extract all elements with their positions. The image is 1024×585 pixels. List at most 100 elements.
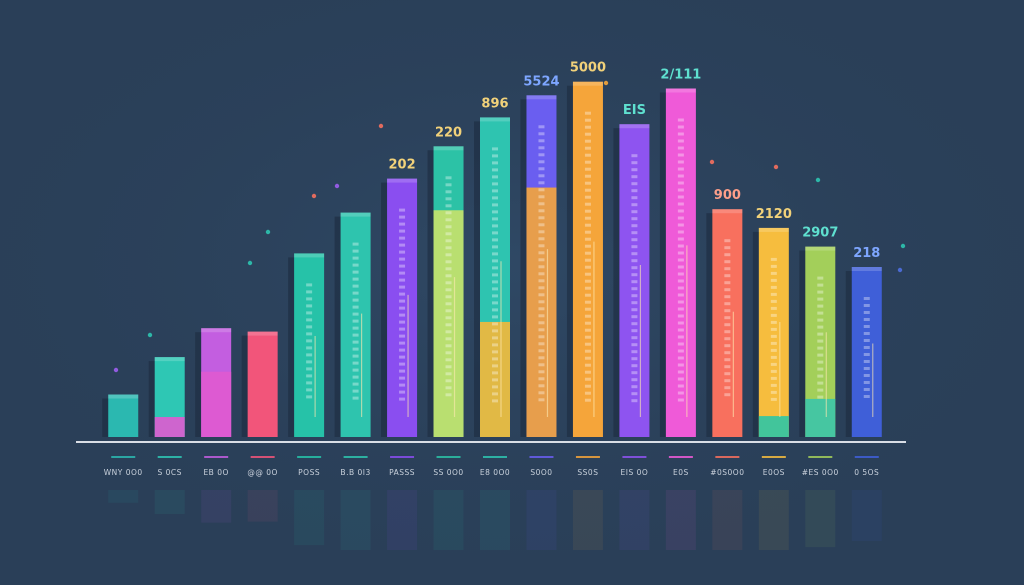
value-label-15: 2907 — [802, 226, 838, 241]
x-tick-labels: WNY 0O0 S 0CS EB 0O @@ 0O POSS B.B 0I3 PASSS SS… — [104, 456, 879, 477]
bar-4 — [294, 253, 325, 437]
x-tick-label-14: E0OS — [763, 468, 785, 477]
bar-reflection-6 — [387, 490, 418, 550]
decor-dot-12 — [900, 243, 906, 249]
bar-shadow-16 — [845, 271, 854, 437]
value-label-13: 900 — [714, 188, 741, 203]
bar-inner-marks-5 — [352, 242, 359, 400]
decor-dot-1 — [147, 332, 153, 338]
bar-shadow-5 — [334, 216, 343, 437]
bar-top-2 — [201, 328, 232, 333]
x-tick-label-8: E8 0O0 — [480, 468, 510, 477]
bar-top-13 — [712, 209, 743, 214]
x-tick-label-1: S 0CS — [157, 468, 181, 477]
bar-shadow-2 — [195, 332, 204, 437]
x-tick-label-12: E0S — [673, 468, 689, 477]
bar-reflections — [108, 490, 882, 550]
bar-top-3 — [247, 331, 278, 336]
value-label-14: 2120 — [756, 207, 792, 222]
x-tick-label-10: SS0S — [577, 468, 598, 477]
bar-reflection-16 — [851, 490, 882, 541]
bar-reflection-15 — [805, 490, 836, 548]
bar-top-9 — [526, 95, 557, 100]
x-tick-label-4: POSS — [298, 468, 320, 477]
bar-reflection-8 — [480, 490, 510, 550]
bar-inner-marks-7 — [445, 176, 452, 397]
value-label-8: 896 — [481, 96, 508, 111]
x-tick-label-2: EB 0O — [203, 468, 228, 477]
bar-shadow-1 — [148, 361, 157, 437]
x-tick-mark-0 — [111, 456, 136, 458]
bar-inner-marks-6 — [399, 208, 406, 401]
bar-inner-marks-4 — [306, 283, 313, 399]
x-tick-label-11: EIS 0O — [621, 468, 649, 477]
bar-top-14 — [758, 227, 789, 232]
bar-accent-2 — [201, 371, 232, 437]
bar-reflection-11 — [619, 490, 650, 550]
bar-accent-1 — [154, 417, 185, 437]
bar-shadow-12 — [659, 92, 668, 437]
x-tick-mark-8 — [483, 456, 507, 458]
bar-shadow-7 — [427, 150, 436, 438]
bar-shadow-4 — [288, 257, 297, 437]
bar-shadow-11 — [613, 128, 622, 437]
bar-shadow-15 — [799, 250, 808, 437]
bar-inner-marks-12 — [677, 118, 684, 402]
x-tick-label-16: 0 5OS — [854, 468, 879, 477]
bar-reflection-3 — [247, 490, 278, 522]
bar-shadow-14 — [752, 231, 761, 437]
bar-top-16 — [851, 267, 882, 271]
x-tick-mark-6 — [390, 456, 415, 458]
bar-reflection-10 — [572, 490, 603, 550]
bar-inner-marks-11 — [631, 154, 638, 403]
decor-dot-9 — [709, 159, 715, 165]
bar-shadow-6 — [381, 182, 390, 437]
bar-shadow-9 — [520, 99, 529, 438]
bar-5 — [340, 212, 371, 437]
bar-shadow-8 — [474, 121, 482, 438]
bar-accent-9 — [526, 187, 557, 437]
bar-accent-14 — [758, 416, 789, 437]
x-tick-mark-14 — [761, 456, 786, 458]
x-tick-mark-12 — [668, 456, 693, 458]
bar-top-11 — [619, 124, 650, 129]
bar-reflection-14 — [758, 490, 789, 550]
bar-shadow-0 — [102, 398, 111, 437]
bars-group: 202 220 896 5524 5000 EIS 2/111 900 2120 2907 218 — [102, 61, 882, 438]
decor-dot-0 — [113, 367, 119, 373]
bar-inner-marks-8 — [492, 147, 498, 403]
decor-dot-10 — [773, 164, 779, 170]
decor-dot-11 — [815, 177, 821, 183]
bar-shadow-13 — [706, 213, 715, 437]
bar-top-4 — [294, 253, 325, 258]
x-tick-label-3: @@ 0O — [247, 468, 278, 477]
bar-top-10 — [572, 81, 603, 86]
x-tick-mark-9 — [529, 456, 554, 458]
bar-reflection-2 — [201, 490, 232, 523]
bar-reflection-4 — [294, 490, 325, 546]
bar-reflection-0 — [108, 490, 139, 503]
bar-inner-marks-13 — [724, 239, 731, 397]
decor-dot-2 — [265, 229, 271, 235]
bar-10 — [572, 81, 603, 437]
bar-accent-8 — [480, 321, 510, 437]
bar-accent-15 — [805, 398, 836, 437]
bar-reflection-5 — [340, 490, 371, 550]
bar-top-15 — [805, 246, 836, 251]
bar-11 — [619, 124, 650, 437]
bar-reflection-9 — [526, 490, 557, 550]
x-tick-label-9: S0O0 — [530, 468, 552, 477]
decor-dot-5 — [334, 183, 340, 189]
x-tick-mark-15 — [808, 456, 833, 458]
value-label-7: 220 — [435, 125, 462, 140]
value-label-10: 5000 — [570, 61, 606, 76]
x-tick-mark-7 — [436, 456, 461, 458]
bar-reflection-1 — [154, 490, 185, 514]
bar-shadow-3 — [241, 335, 250, 437]
bar-top-1 — [154, 357, 185, 362]
bar-0 — [108, 394, 139, 437]
bar-top-0 — [108, 394, 139, 399]
bar-inner-marks-15 — [817, 276, 824, 399]
